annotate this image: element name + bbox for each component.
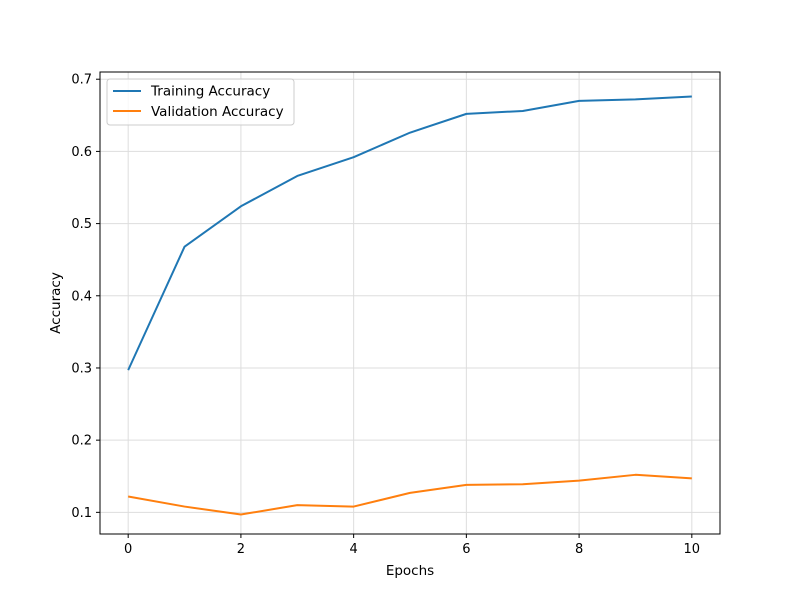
axis-ticks: 0 2 4 6 8 10 0.1 0.2 0.3 0.4 0.5 0.6 0.7 [71, 73, 700, 557]
y-tick-label: 0.6 [71, 145, 92, 160]
y-tick-label: 0.1 [71, 506, 92, 521]
y-tick-label: 0.4 [71, 289, 92, 304]
y-tick-label: 0.3 [71, 361, 92, 376]
x-tick-label: 6 [462, 542, 470, 557]
legend-box [106, 78, 295, 126]
x-tick-label: 0 [124, 542, 132, 557]
y-tick-label: 0.2 [71, 434, 92, 449]
y-axis-label: Accuracy [48, 272, 64, 334]
series-layer [127, 95, 692, 516]
x-tick-label: 8 [575, 542, 583, 557]
y-tick-label: 0.7 [71, 73, 92, 88]
legend-label-training: Training Accuracy [150, 84, 270, 100]
plot-frame [99, 71, 721, 535]
x-axis-label: Epochs [386, 563, 434, 579]
legend-label-validation: Validation Accuracy [151, 104, 284, 120]
x-tick-label: 2 [237, 542, 245, 557]
legend: Training Accuracy Validation Accuracy [106, 78, 295, 126]
grid-lines [100, 72, 720, 534]
x-tick-label: 4 [349, 542, 357, 557]
y-tick-label: 0.5 [71, 217, 92, 232]
x-tick-label: 10 [684, 542, 701, 557]
